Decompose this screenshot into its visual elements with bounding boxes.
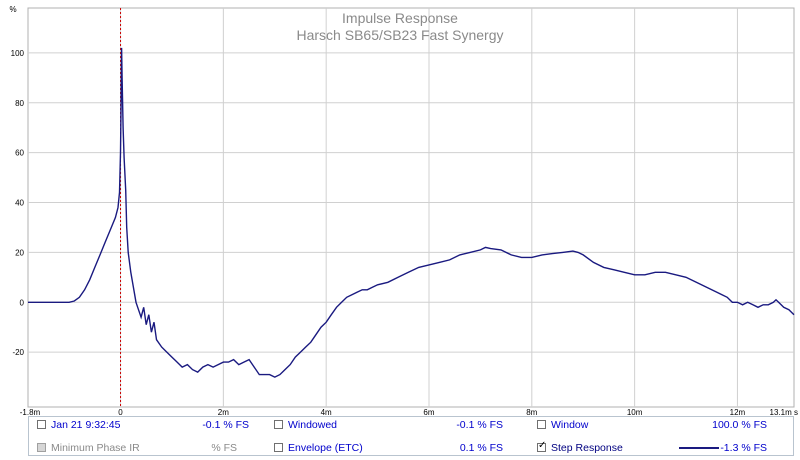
x-tick-label: 10m: [627, 408, 643, 416]
step-response-line-swatch: [679, 447, 719, 449]
y-tick-label: 0: [20, 298, 25, 307]
y-axis-unit-label: %: [9, 5, 16, 14]
chart-subtitle: Harsch SB65/SB23 Fast Synergy: [297, 27, 504, 43]
y-tick-label: 80: [15, 99, 24, 108]
x-axis-ticks: -1.8m 0 2m 4m 6m 8m 10m 12m 13.1m s: [20, 408, 798, 416]
x-tick-label: -1.8m: [20, 408, 41, 416]
grid: [28, 8, 794, 407]
legend-value-minimum-phase-ir: % FS: [211, 442, 237, 454]
legend-value-window: 100.0 % FS: [712, 419, 767, 431]
checkbox-envelope-etc[interactable]: [274, 443, 283, 452]
legend-label-envelope-etc: Envelope (ETC): [288, 442, 363, 454]
plot-background: [27, 7, 795, 408]
x-tick-label: 6m: [423, 408, 434, 416]
x-tick-label: 12m: [730, 408, 746, 416]
x-tick-label: 2m: [218, 408, 229, 416]
legend-label-windowed: Windowed: [288, 419, 338, 431]
checkbox-measurement[interactable]: [37, 420, 46, 429]
legend-label-minimum-phase-ir: Minimum Phase IR: [51, 442, 140, 454]
x-tick-label: 13.1m s: [770, 408, 798, 416]
checkbox-windowed[interactable]: [274, 420, 283, 429]
chart-title: Impulse Response: [342, 10, 458, 26]
checkbox-minimum-phase-ir[interactable]: [37, 443, 46, 452]
y-tick-label: 60: [15, 149, 24, 158]
legend-label-measurement: Jan 21 9:32:45: [51, 419, 121, 431]
x-tick-label: 0: [118, 408, 123, 416]
legend-value-measurement: -0.1 % FS: [202, 419, 249, 431]
legend-value-step-response: -1.3 % FS: [720, 442, 767, 454]
checkbox-step-response[interactable]: [537, 440, 546, 452]
checkbox-window[interactable]: [537, 420, 546, 429]
legend-panel: Jan 21 9:32:45 -0.1 % FS Windowed -0.1 %…: [28, 416, 794, 456]
legend-value-envelope-etc: 0.1 % FS: [459, 442, 503, 454]
x-tick-label: 4m: [321, 408, 332, 416]
y-tick-label: 100: [11, 49, 25, 58]
legend-label-step-response: Step Response: [551, 442, 623, 454]
y-tick-label: 20: [15, 248, 24, 257]
y-axis-ticks: 100 80 60 40 20 0 -20: [11, 49, 25, 357]
y-tick-label: 40: [15, 199, 24, 208]
impulse-response-line: [28, 47, 795, 378]
legend-value-windowed: -0.1 % FS: [456, 419, 503, 431]
legend-label-window: Window: [551, 419, 589, 431]
impulse-response-chart: 100 80 60 40 20 0 -20 -1.8m 0 2m 4m 6m 8m 10m 12m 13.1…: [9, 5, 798, 416]
x-tick-label: 8m: [526, 408, 537, 416]
y-tick-label: -20: [12, 348, 24, 357]
